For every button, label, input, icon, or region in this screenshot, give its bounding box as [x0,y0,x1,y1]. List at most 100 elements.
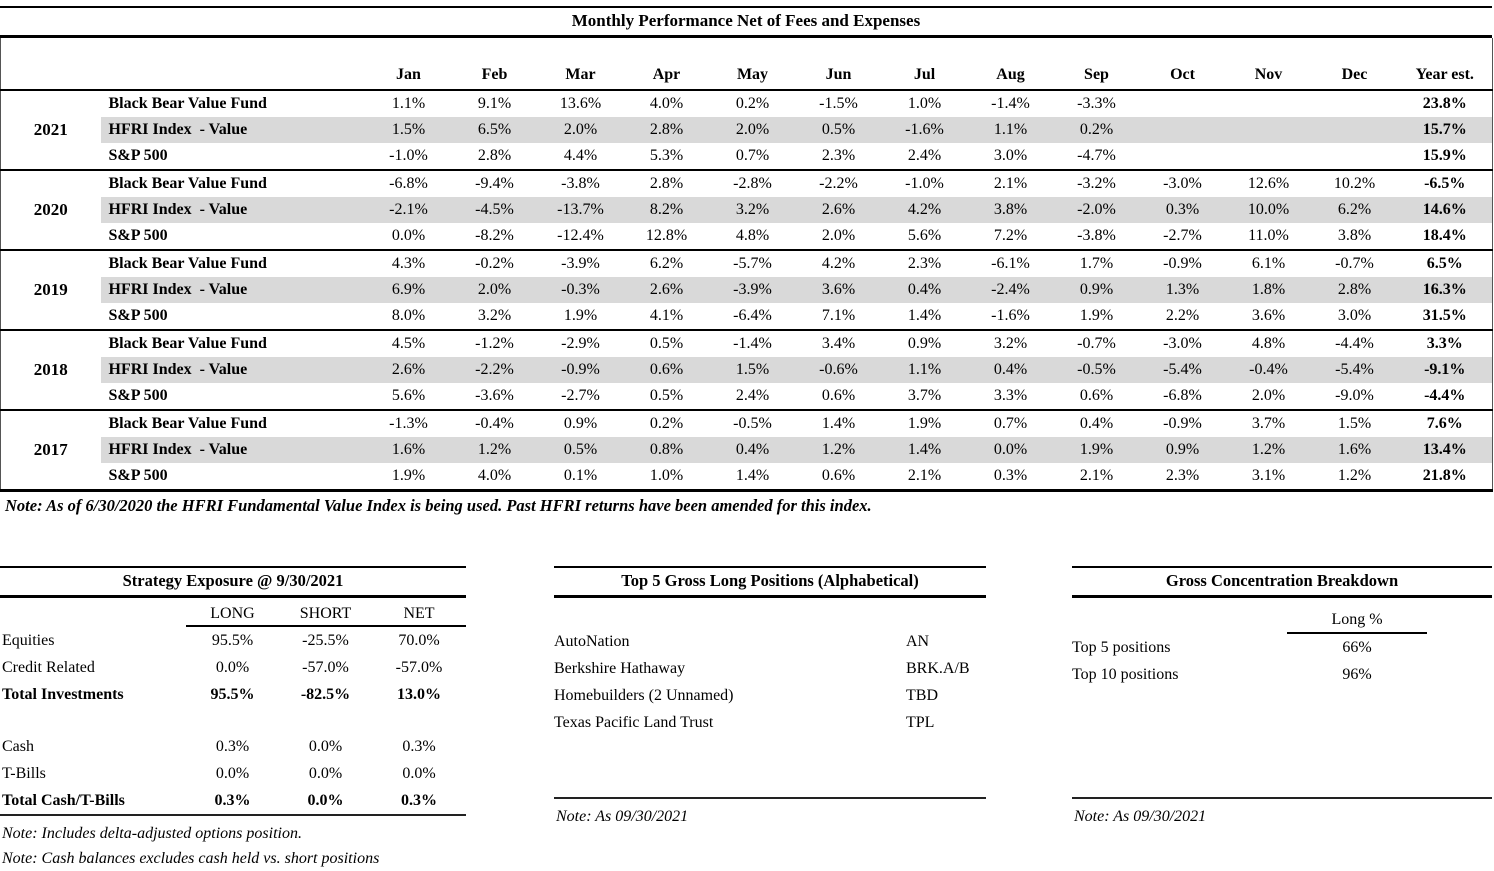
performance-cell: -2.0% [1053,197,1140,223]
position-name: Homebuilders (2 Unnamed) [554,687,734,704]
strategy-exposure-cell: 0.0% [308,738,343,755]
strategy-exposure-cell: 95.5% [210,686,255,703]
position-name: Texas Pacific Land Trust [554,714,714,731]
performance-cell: 2.0% [537,117,624,143]
year-estimate-cell: 3.3% [1397,329,1493,357]
performance-cell: 1.0% [881,89,968,117]
year-label: 2018 [0,329,101,410]
strategy-exposure-grid: LONG SHORT NET Equities 95.5% -25.5% 70.0% Cre… [0,598,466,814]
performance-cell: -4.7% [1077,147,1116,164]
performance-header-row: Jan Feb Mar Apr May Jun Jul Aug Sep Oct Nov Dec Year… [0,38,1493,91]
performance-cell: 0.2% [709,89,796,117]
performance-cell: 0.4% [881,277,968,303]
performance-cell: 2.8% [623,169,710,197]
performance-cell: 0.5% [795,117,882,143]
performance-cell: -4.5% [451,197,538,223]
performance-cell: 0.2% [623,409,710,437]
performance-cell: 3.6% [1251,307,1286,324]
performance-cell: 6.9% [365,277,452,303]
performance-cell: 3.2% [709,197,796,223]
series-label: Black Bear Value Fund [100,409,366,437]
performance-row: HFRI Index - Value 1.6% 1.2% 0.5% 0.8% 0.4% 1.… [1,437,1493,463]
strategy-exposure-cell: 0.3% [402,738,436,755]
performance-cell: 4.8% [1225,329,1312,357]
performance-cell: -1.6% [991,307,1030,324]
strategy-exposure-row: Total Investments 95.5% -82.5% 13.0% [0,681,466,708]
strategy-exposure-cell: 13.0% [397,686,441,703]
performance-cell [1139,117,1226,143]
performance-cell: 2.0% [821,227,856,244]
performance-row: 2020 Black Bear Value Fund -6.8% -9.4% -3.8%… [0,169,1493,250]
performance-cell: -2.1% [365,197,452,223]
performance-cell: 2.8% [623,117,710,143]
performance-cell: 6.2% [1311,197,1398,223]
performance-cell: 1.7% [1053,249,1140,277]
performance-cell: -3.9% [709,277,796,303]
performance-cell: 4.2% [795,249,882,277]
performance-cell: 2.0% [709,117,796,143]
performance-cell: 2.1% [1079,467,1114,484]
top-positions-body: AutoNation AN Berkshire Hathaway BRK.A/B Hom… [554,598,986,797]
strategy-exposure-row: Cash 0.3% 0.0% 0.3% [0,733,466,760]
series-label: S&P 500 [108,147,168,164]
performance-cell: 0.4% [967,357,1054,383]
strategy-exposure-column-header: NET [372,598,466,627]
performance-cell: 2.4% [735,387,770,404]
performance-cell: 0.0% [967,437,1054,463]
series-label: HFRI Index - Value [100,277,366,303]
performance-cell: 4.5% [365,329,452,357]
performance-cell: -2.2% [451,357,538,383]
performance-cell: 2.1% [907,467,942,484]
strategy-exposure-row-label [0,708,186,733]
performance-cell: 1.4% [881,437,968,463]
strategy-exposure-cell [372,708,466,733]
year-label: 2019 [0,249,101,330]
series-label: HFRI Index - Value [100,197,366,223]
performance-cell: 0.3% [1139,197,1226,223]
performance-cell: 0.4% [709,437,796,463]
performance-cell: 1.1% [967,117,1054,143]
year-estimate-cell: 14.6% [1397,197,1493,223]
concentration-column-header: Long % [1287,605,1427,634]
performance-cell: -3.9% [537,249,624,277]
performance-cell: 1.9% [881,409,968,437]
performance-cell: 1.4% [795,409,882,437]
performance-cell: 1.6% [365,437,452,463]
position-row: Berkshire Hathaway BRK.A/B [554,655,986,682]
performance-cell: 1.4% [907,307,942,324]
performance-cell: -5.4% [1139,357,1226,383]
performance-cell: -6.8% [1163,387,1202,404]
performance-column-header: Sep [1053,38,1140,91]
performance-cell: 3.2% [967,329,1054,357]
performance-cell: 3.8% [967,197,1054,223]
strategy-exposure-cell: -57.0% [395,659,443,676]
concentration-row: Top 10 positions 96% [1072,661,1492,688]
performance-cell: 2.8% [1311,277,1398,303]
performance-cell: 0.0% [391,227,426,244]
performance-cell: 8.0% [391,307,426,324]
performance-row: 2017 Black Bear Value Fund -1.3% -0.4% 0.9% 0… [0,409,1493,491]
performance-cell: -3.3% [1053,89,1140,117]
performance-cell: 0.3% [993,467,1028,484]
performance-cell: 0.6% [821,467,856,484]
performance-cell: -0.4% [451,409,538,437]
performance-cell: 2.6% [795,197,882,223]
performance-row: S&P 500 -1.0% 2.8% 4.4% 5.3% 0.7% 2.3% 2.4% 3.0%… [1,143,1493,170]
performance-cell: -0.7% [1311,249,1398,277]
series-label: S&P 500 [108,307,168,324]
year-estimate-cell: -6.5% [1397,169,1493,197]
strategy-exposure-note-1: Note: Includes delta-adjusted options po… [2,825,302,842]
year-label: 2020 [0,169,101,250]
series-label: Black Bear Value Fund [100,329,366,357]
performance-row: HFRI Index - Value 1.5% 6.5% 2.0% 2.8% 2.0% 0.… [1,117,1493,143]
performance-cell: 5.6% [907,227,942,244]
concentration-value: 96% [1342,666,1372,683]
strategy-exposure-cell: 0.3% [401,792,437,809]
performance-cell: 1.0% [649,467,684,484]
concentration-header-spacer [1072,605,1287,634]
performance-cell [1312,143,1398,170]
performance-cell: 4.0% [477,467,512,484]
performance-cell: 2.3% [821,147,856,164]
year-estimate-cell: -9.1% [1397,357,1493,383]
performance-cell: 0.9% [1053,277,1140,303]
